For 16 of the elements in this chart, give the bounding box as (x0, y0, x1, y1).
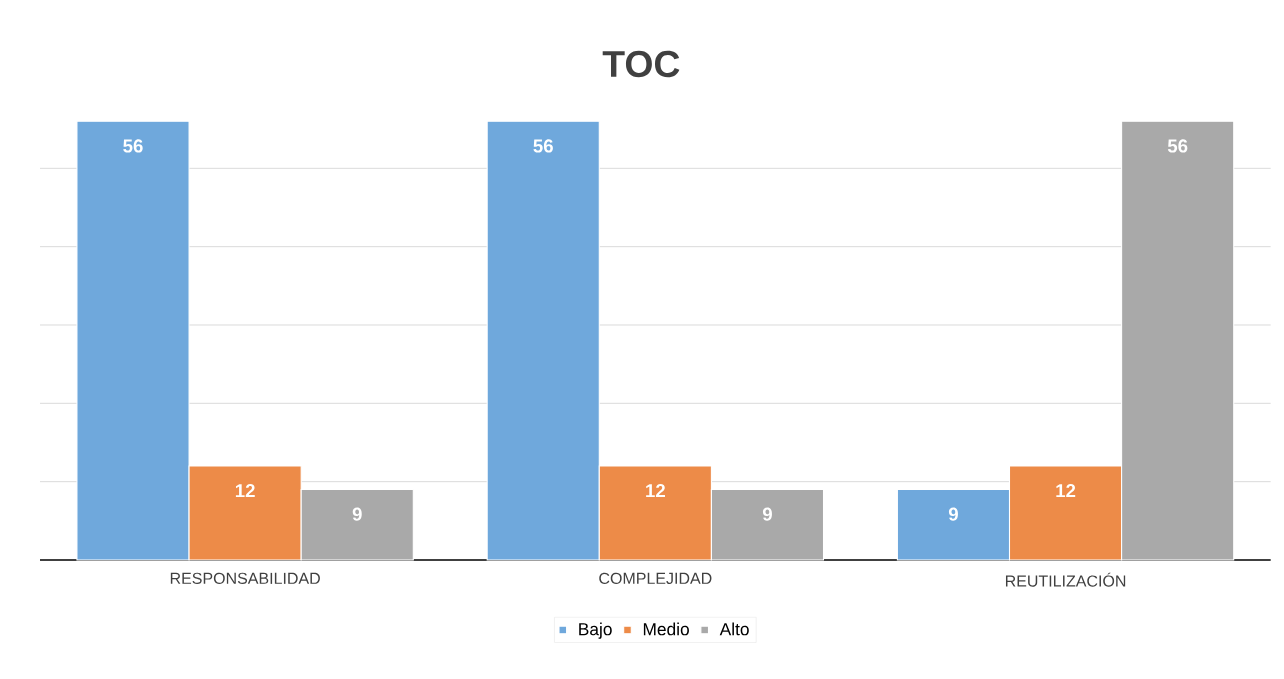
chart-title: TOC (602, 50, 680, 78)
legend-label: Alto (719, 622, 749, 636)
data-label: 12 (235, 484, 255, 498)
data-label: 12 (1056, 484, 1076, 498)
data-label: 56 (533, 139, 553, 153)
data-label: 9 (948, 507, 958, 521)
data-label: 56 (1167, 139, 1188, 153)
x-tick-label: RESPONSABILIDAD (170, 572, 320, 585)
data-label: 9 (352, 507, 362, 521)
data-label: 9 (762, 507, 772, 521)
legend-label: Bajo (579, 622, 612, 639)
legend-label: Medio (643, 622, 689, 636)
x-tick-label: REUTILIZACIÓN (1005, 572, 1126, 587)
data-label: 56 (123, 139, 143, 153)
x-tick-label: COMPLEJIDAD (599, 572, 712, 585)
data-label: 12 (646, 484, 665, 498)
